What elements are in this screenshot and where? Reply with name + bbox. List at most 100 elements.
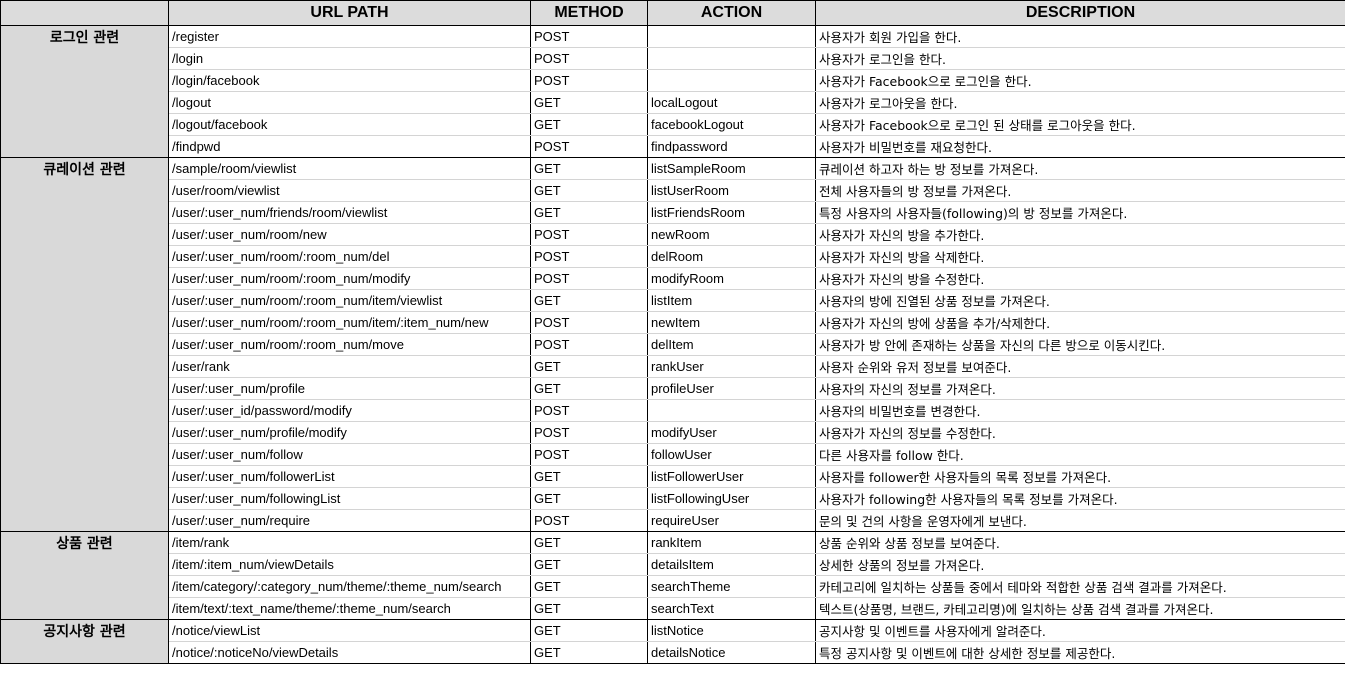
description-cell: 사용자가 자신의 방을 삭제한다. bbox=[815, 245, 1345, 268]
method-cell: GET bbox=[530, 157, 648, 180]
table-row: /item/text/:text_name/theme/:theme_num/s… bbox=[1, 597, 1345, 620]
method-cell: POST bbox=[530, 47, 648, 70]
category-cell: 큐레이션 관련 bbox=[0, 157, 169, 532]
action-cell: rankItem bbox=[647, 531, 816, 554]
header-description: DESCRIPTION bbox=[815, 0, 1345, 26]
url-cell: /user/:user_num/followerList bbox=[168, 465, 531, 488]
method-cell: GET bbox=[530, 465, 648, 488]
description-cell: 사용자가 자신의 방을 수정한다. bbox=[815, 267, 1345, 290]
method-cell: POST bbox=[530, 333, 648, 356]
description-cell: 큐레이션 하고자 하는 방 정보를 가져온다. bbox=[815, 157, 1345, 180]
url-cell: /user/:user_num/profile/modify bbox=[168, 421, 531, 444]
description-cell: 사용자의 자신의 정보를 가져온다. bbox=[815, 377, 1345, 400]
url-cell: /user/:user_num/room/:room_num/move bbox=[168, 333, 531, 356]
url-cell: /item/text/:text_name/theme/:theme_num/s… bbox=[168, 597, 531, 620]
table-row: /user/:user_num/require POST requireUser 문의… bbox=[1, 509, 1345, 532]
method-cell: POST bbox=[530, 421, 648, 444]
description-cell: 다른 사용자를 follow 한다. bbox=[815, 443, 1345, 466]
header-method: METHOD bbox=[530, 0, 648, 26]
description-cell: 사용자가 자신의 정보를 수정한다. bbox=[815, 421, 1345, 444]
description-cell: 사용자가 Facebook으로 로그인을 한다. bbox=[815, 69, 1345, 92]
url-cell: /user/:user_num/follow bbox=[168, 443, 531, 466]
url-cell: /sample/room/viewlist bbox=[168, 157, 531, 180]
header-category bbox=[0, 0, 169, 26]
header-url-path: URL PATH bbox=[168, 0, 531, 26]
action-cell: listItem bbox=[647, 289, 816, 312]
url-cell: /user/:user_num/room/:room_num/modify bbox=[168, 267, 531, 290]
description-cell: 사용자가 비밀번호를 재요청한다. bbox=[815, 135, 1345, 158]
action-cell: modifyUser bbox=[647, 421, 816, 444]
url-cell: /user/:user_num/require bbox=[168, 509, 531, 532]
method-cell: GET bbox=[530, 619, 648, 642]
method-cell: GET bbox=[530, 201, 648, 224]
table-row: 로그인 관련/register POST 사용자가 회원 가입을 한다. bbox=[0, 25, 1345, 158]
action-cell: modifyRoom bbox=[647, 267, 816, 290]
method-cell: GET bbox=[530, 641, 648, 664]
header-row: URL PATH METHOD ACTION DESCRIPTION bbox=[0, 0, 1345, 26]
table-body: 로그인 관련/register POST 사용자가 회원 가입을 한다./login… bbox=[0, 25, 1345, 664]
action-cell: facebookLogout bbox=[647, 113, 816, 136]
method-cell: GET bbox=[530, 575, 648, 598]
table-row: /user/:user_num/room/:room_num/item/view… bbox=[1, 289, 1345, 312]
url-cell: /user/:user_num/friends/room/viewlist bbox=[168, 201, 531, 224]
description-cell: 사용자가 following한 사용자들의 목록 정보를 가져온다. bbox=[815, 487, 1345, 510]
table-row: /user/:user_num/followingList GET listFoll… bbox=[1, 487, 1345, 510]
table-row: /user/:user_num/room/:room_num/del POST de… bbox=[1, 245, 1345, 268]
action-cell: followUser bbox=[647, 443, 816, 466]
action-cell bbox=[647, 69, 816, 92]
table-row: /user/:user_num/room/:room_num/item/:ite… bbox=[1, 311, 1345, 334]
action-cell: listSampleRoom bbox=[647, 157, 816, 180]
action-cell: listNotice bbox=[647, 619, 816, 642]
table-row: /item/:item_num/viewDetails GET detailsIte… bbox=[1, 553, 1345, 576]
method-cell: POST bbox=[530, 223, 648, 246]
method-cell: GET bbox=[530, 355, 648, 378]
method-cell: GET bbox=[530, 377, 648, 400]
description-cell: 특정 공지사항 및 이벤트에 대한 상세한 정보를 제공한다. bbox=[815, 641, 1345, 664]
action-cell bbox=[647, 399, 816, 422]
url-cell: /user/:user_num/profile bbox=[168, 377, 531, 400]
description-cell: 텍스트(상품명, 브랜드, 카테고리명)에 일치하는 상품 검색 결과를 가져온… bbox=[815, 597, 1345, 620]
table-row: /login POST 사용자가 로그인을 한다. bbox=[1, 47, 1345, 70]
action-cell: newRoom bbox=[647, 223, 816, 246]
table-row: /findpwd POST findpassword 사용자가 비밀번호를 재요청한다… bbox=[1, 135, 1345, 158]
url-cell: /user/:user_id/password/modify bbox=[168, 399, 531, 422]
url-cell: /user/:user_num/room/:room_num/item/:ite… bbox=[168, 311, 531, 334]
action-cell: searchTheme bbox=[647, 575, 816, 598]
url-cell: /user/room/viewlist bbox=[168, 179, 531, 202]
description-cell: 상세한 상품의 정보를 가져온다. bbox=[815, 553, 1345, 576]
table-row: /user/:user_num/friends/room/viewlist GET… bbox=[1, 201, 1345, 224]
table-row: /user/:user_num/profile GET profileUser 사용자… bbox=[1, 377, 1345, 400]
action-cell: detailsItem bbox=[647, 553, 816, 576]
method-cell: GET bbox=[530, 553, 648, 576]
method-cell: GET bbox=[530, 289, 648, 312]
url-cell: /item/:item_num/viewDetails bbox=[168, 553, 531, 576]
table-row: /user/room/viewlist GET listUserRoom 전체 사용자… bbox=[1, 179, 1345, 202]
method-cell: POST bbox=[530, 69, 648, 92]
category-cell: 상품 관련 bbox=[0, 531, 169, 620]
table-row: 공지사항 관련/notice/viewList GET listNotice 공지사항… bbox=[0, 619, 1345, 664]
method-cell: GET bbox=[530, 91, 648, 114]
table-row: 큐레이션 관련/sample/room/viewlist GET listSampl… bbox=[0, 157, 1345, 532]
url-cell: /findpwd bbox=[168, 135, 531, 158]
description-cell: 공지사항 및 이벤트를 사용자에게 알려준다. bbox=[815, 619, 1345, 642]
method-cell: POST bbox=[530, 311, 648, 334]
table-row: /user/:user_num/follow POST followUser 다른 사… bbox=[1, 443, 1345, 466]
description-cell: 문의 및 건의 사항을 운영자에게 보낸다. bbox=[815, 509, 1345, 532]
method-cell: POST bbox=[530, 25, 648, 48]
description-cell: 사용자가 자신의 방에 상품을 추가/삭제한다. bbox=[815, 311, 1345, 334]
description-cell: 사용자가 자신의 방을 추가한다. bbox=[815, 223, 1345, 246]
description-cell: 전체 사용자들의 방 정보를 가져온다. bbox=[815, 179, 1345, 202]
method-cell: POST bbox=[530, 245, 648, 268]
url-cell: /user/:user_num/room/:room_num/item/view… bbox=[168, 289, 531, 312]
header-action: ACTION bbox=[647, 0, 816, 26]
table-row: /user/:user_num/room/:room_num/move POST d… bbox=[1, 333, 1345, 356]
description-cell: 사용자의 비밀번호를 변경한다. bbox=[815, 399, 1345, 422]
table-row: /logout/facebook GET facebookLogout 사용자가 Fa… bbox=[1, 113, 1345, 136]
method-cell: POST bbox=[530, 399, 648, 422]
url-cell: /logout/facebook bbox=[168, 113, 531, 136]
action-cell: searchText bbox=[647, 597, 816, 620]
category-cell: 로그인 관련 bbox=[0, 25, 169, 158]
table-row: /user/:user_id/password/modify POST 사용자의 비… bbox=[1, 399, 1345, 422]
description-cell: 특정 사용자의 사용자들(following)의 방 정보를 가져온다. bbox=[815, 201, 1345, 224]
